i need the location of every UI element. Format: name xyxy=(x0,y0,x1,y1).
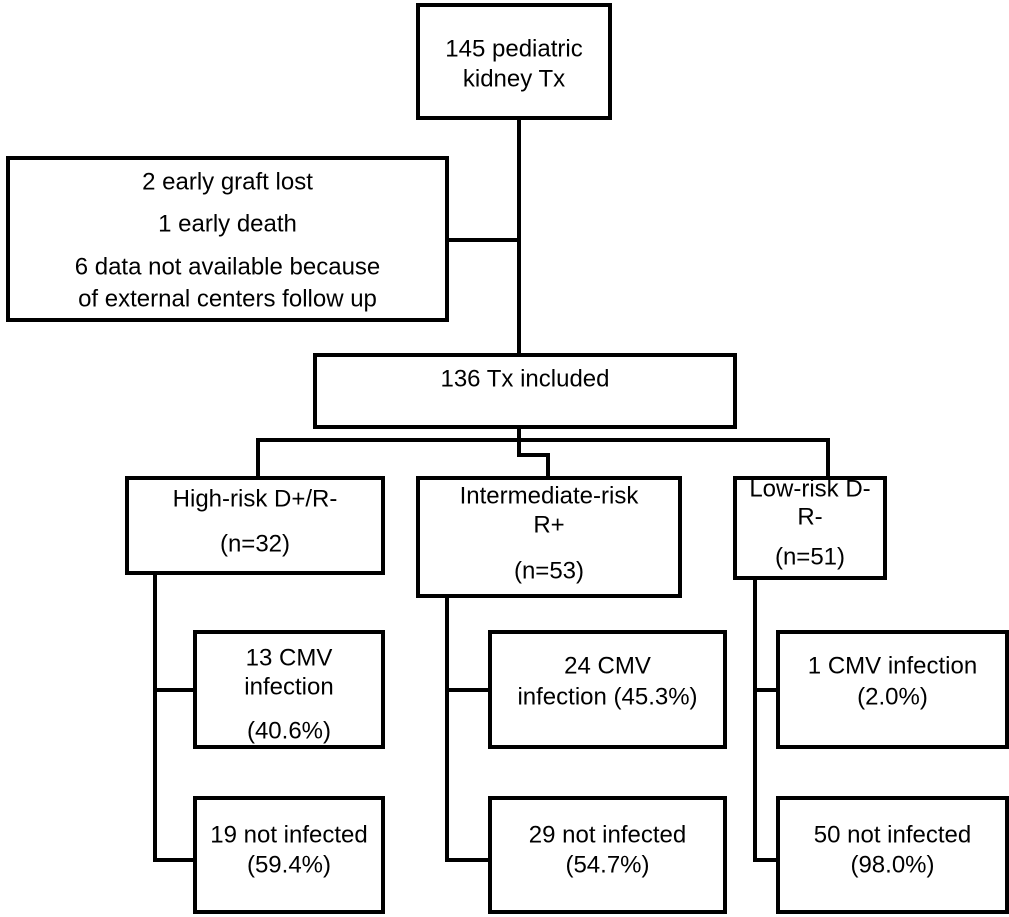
box-text: 6 data not available because xyxy=(75,253,381,280)
connector xyxy=(256,438,830,478)
box-text: (n=32) xyxy=(220,530,290,557)
box xyxy=(193,796,385,914)
box-text: 50 not infected xyxy=(814,821,971,848)
box-text: of external centers follow up xyxy=(78,285,377,312)
box xyxy=(488,796,727,914)
box-text: 2 early graft lost xyxy=(142,168,313,195)
box-text: 24 CMV xyxy=(564,652,651,679)
box-text: 145 pediatric xyxy=(445,35,582,62)
box xyxy=(776,796,1009,914)
box-text: infection (45.3%) xyxy=(517,683,697,710)
box-text: 1 CMV infection xyxy=(808,652,977,679)
box-text: (n=53) xyxy=(514,557,584,584)
box xyxy=(313,353,737,429)
box-text: Intermediate-risk xyxy=(460,482,640,509)
box xyxy=(776,630,1009,749)
box-text: 136 Tx included xyxy=(440,365,609,392)
box-text: 1 early death xyxy=(158,210,297,237)
connector xyxy=(517,427,550,478)
box-text: infection xyxy=(244,673,333,700)
box-text: (2.0%) xyxy=(857,683,928,710)
box xyxy=(488,630,727,749)
box-text: 29 not infected xyxy=(529,821,686,848)
box xyxy=(733,476,887,580)
box-text: (n=51) xyxy=(775,543,845,570)
box-text: Low-risk D- xyxy=(749,475,870,502)
box-text: 19 not infected xyxy=(210,821,367,848)
box xyxy=(193,630,385,749)
box-text: kidney Tx xyxy=(463,65,565,92)
box xyxy=(125,476,385,575)
box xyxy=(416,3,612,120)
connector xyxy=(153,573,195,862)
box xyxy=(6,156,449,322)
box-text: High-risk D+/R- xyxy=(173,485,338,512)
box-text: (59.4%) xyxy=(247,851,331,878)
box-text: R+ xyxy=(533,511,564,538)
box-text: 13 CMV xyxy=(246,644,333,671)
box-text: R- xyxy=(797,503,822,530)
connector xyxy=(753,578,778,862)
connector xyxy=(445,596,490,862)
box-text: (40.6%) xyxy=(247,717,331,744)
box-text: (98.0%) xyxy=(850,851,934,878)
box xyxy=(416,476,682,598)
connectors xyxy=(153,118,830,862)
box-text: (54.7%) xyxy=(565,851,649,878)
